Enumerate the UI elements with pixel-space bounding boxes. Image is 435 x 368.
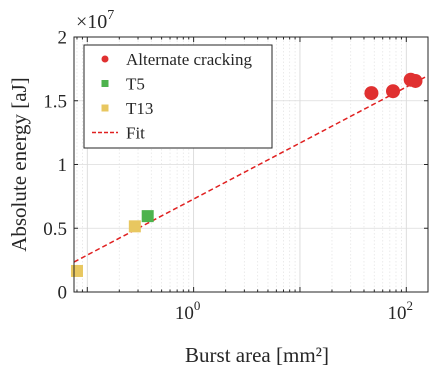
legend-marker-square [101, 80, 109, 87]
x-tick-base: 10 [388, 303, 407, 324]
data-point-square [128, 220, 141, 233]
x-tick-exponent: 2 [407, 298, 414, 313]
x-tick-base: 10 [175, 303, 194, 324]
legend-marker-circle [101, 55, 109, 63]
data-point-circle [386, 84, 401, 99]
data-point-circle [408, 73, 423, 88]
x-tick-exponent: 0 [194, 298, 201, 313]
legend-marker-square [101, 104, 109, 112]
x-tick-label: 102 [388, 298, 414, 324]
x-tick-label: 100 [175, 298, 201, 324]
data-point-circle [364, 86, 379, 101]
legend-label: T13 [126, 99, 153, 118]
x-axis-label: Burst area [mm²] [185, 343, 329, 367]
y-tick-label: 1 [58, 155, 68, 176]
data-point-square [141, 210, 154, 223]
legend: Alternate cracking T5 T13 Fit [83, 44, 273, 149]
legend-label: Fit [126, 124, 145, 143]
data-points [70, 72, 423, 277]
y-multiplier: ×107 [76, 8, 114, 33]
y-tick-label: 1.5 [43, 91, 67, 112]
legend-label: Alternate cracking [126, 50, 253, 69]
y-multiplier-base: ×10 [76, 11, 107, 33]
axis-ticks [74, 36, 428, 293]
legend-label: T5 [126, 75, 145, 94]
y-tick-label: 0.5 [43, 219, 67, 240]
y-tick-label: 0 [58, 283, 68, 304]
y-axis-label: Absolute energy [aJ] [7, 77, 31, 252]
data-point-square [70, 264, 83, 277]
legend-box [83, 44, 273, 149]
y-tick-label: 2 [58, 28, 68, 49]
y-multiplier-exponent: 7 [107, 8, 114, 23]
